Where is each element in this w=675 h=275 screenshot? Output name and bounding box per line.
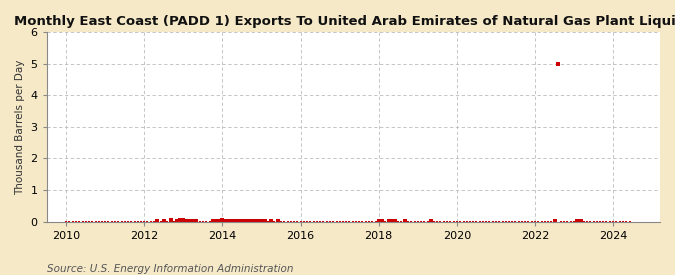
Title: Monthly East Coast (PADD 1) Exports To United Arab Emirates of Natural Gas Plant: Monthly East Coast (PADD 1) Exports To U…: [14, 15, 675, 28]
Y-axis label: Thousand Barrels per Day: Thousand Barrels per Day: [15, 59, 25, 194]
Text: Source: U.S. Energy Information Administration: Source: U.S. Energy Information Administ…: [47, 264, 294, 274]
